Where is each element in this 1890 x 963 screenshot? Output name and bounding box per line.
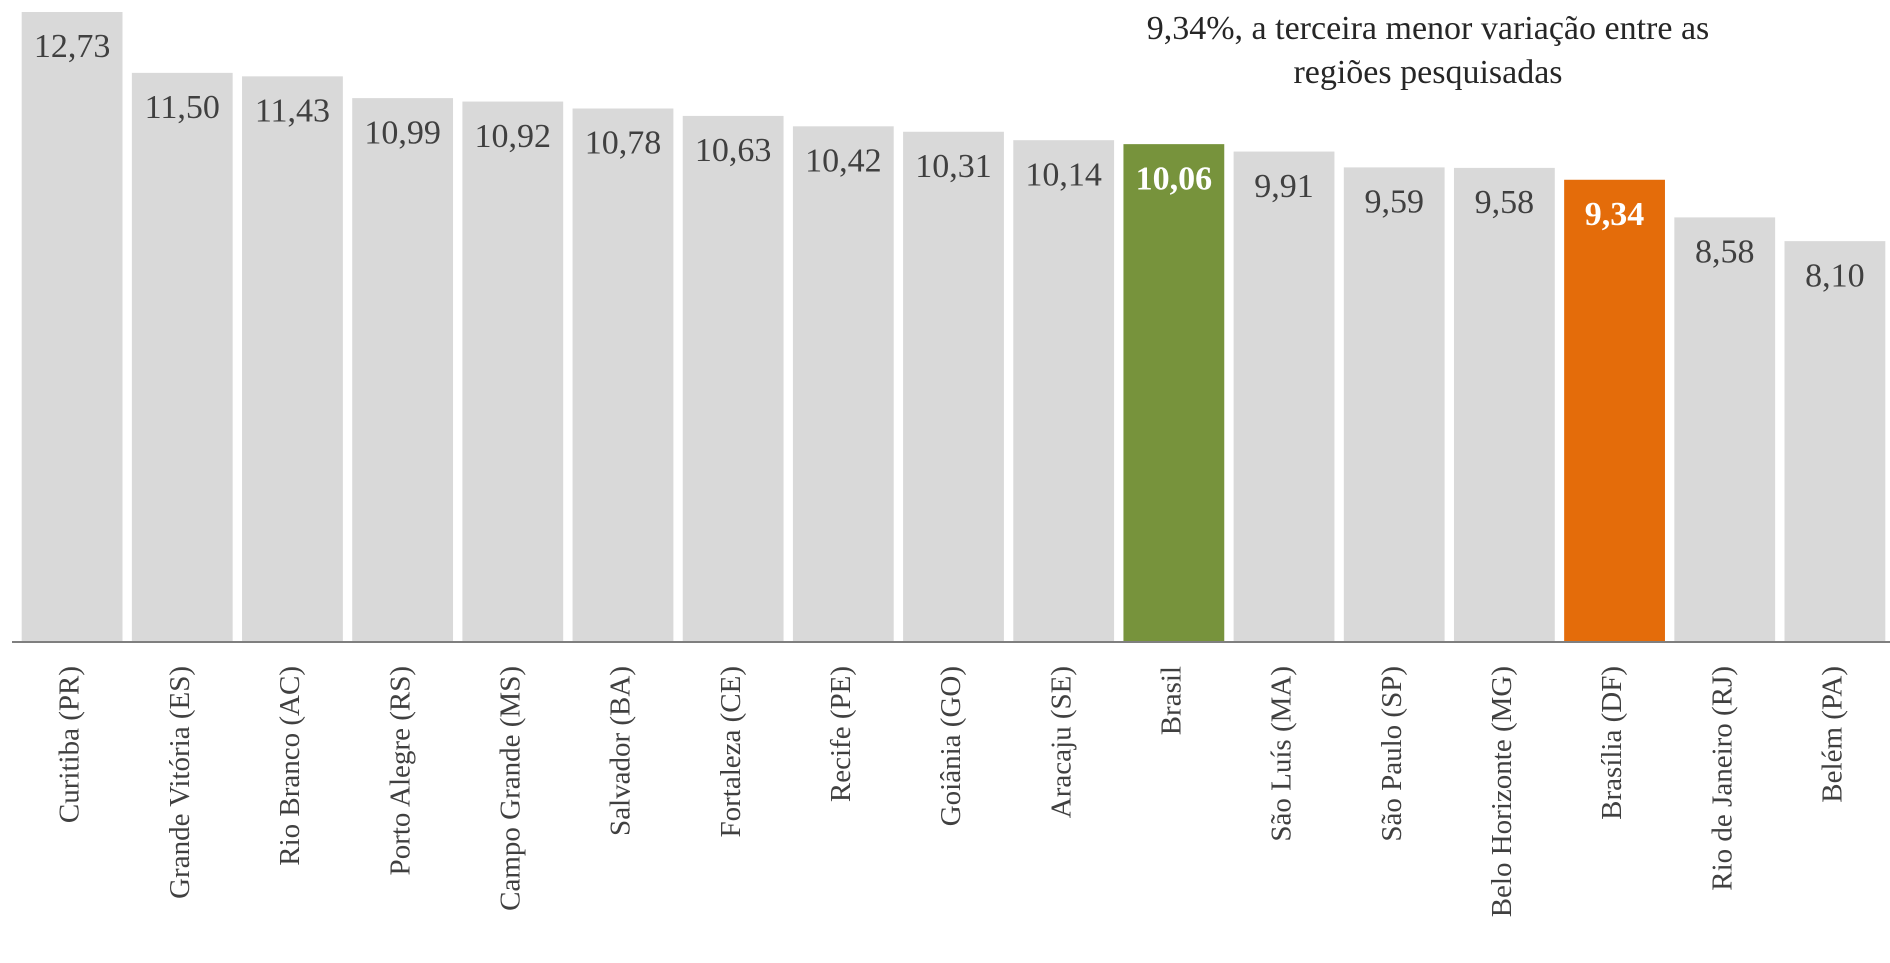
value-label: 10,14 <box>1025 156 1102 193</box>
value-label: 11,50 <box>145 89 220 126</box>
value-label: 8,10 <box>1805 257 1865 294</box>
x-tick-label: Belo Horizonte (MG) <box>1486 666 1518 917</box>
bar <box>21 12 123 642</box>
x-tick-label: São Paulo (SP) <box>1376 666 1408 842</box>
value-label: 8,58 <box>1695 234 1755 271</box>
value-label: 10,42 <box>805 143 882 180</box>
value-label: 9,58 <box>1475 184 1535 221</box>
x-tick-label: Brasília (DF) <box>1596 666 1628 820</box>
value-label: 10,99 <box>364 114 441 151</box>
value-label: 10,31 <box>915 148 992 185</box>
bar <box>352 98 454 642</box>
bar <box>1674 217 1776 643</box>
x-tick-label: Campo Grande (MS) <box>494 666 526 911</box>
bar <box>682 115 784 642</box>
bar <box>1123 144 1225 642</box>
x-tick-label: Rio de Janeiro (RJ) <box>1706 666 1738 891</box>
value-label: 9,91 <box>1254 168 1314 205</box>
value-label: 9,34 <box>1585 196 1645 233</box>
x-tick-label: Grande Vitória (ES) <box>164 666 196 899</box>
bar <box>572 108 674 642</box>
value-label: 10,06 <box>1136 160 1213 197</box>
x-tick-label: Rio Branco (AC) <box>274 666 306 866</box>
x-tick-label: Belém (PA) <box>1817 666 1849 803</box>
value-label: 10,63 <box>695 132 772 169</box>
bar <box>1453 167 1555 642</box>
x-tick-label: Aracaju (SE) <box>1045 666 1077 818</box>
bar <box>1564 179 1665 642</box>
bar <box>1013 140 1115 642</box>
x-tick-label: Porto Alegre (RS) <box>384 666 416 875</box>
x-tick-label: Curitiba (PR) <box>54 666 86 823</box>
annotation: regiões pesquisadas <box>1293 54 1562 91</box>
x-tick-label: São Luís (MA) <box>1266 666 1298 842</box>
x-tick-label: Recife (PE) <box>825 666 857 802</box>
bar <box>1343 167 1445 642</box>
value-label: 10,78 <box>585 125 662 162</box>
bar <box>242 76 343 643</box>
bar <box>792 126 894 643</box>
value-label: 12,73 <box>34 28 111 65</box>
bar <box>1784 241 1886 642</box>
annotation: 9,34%, a terceira menor variação entre a… <box>1147 10 1710 47</box>
x-tick-label: Fortaleza (CE) <box>715 666 747 838</box>
value-label: 11,43 <box>255 93 330 130</box>
x-tick-label: Goiânia (GO) <box>935 666 967 826</box>
bar <box>1233 151 1335 642</box>
bar <box>131 72 233 643</box>
x-tick-label: Brasil <box>1156 666 1188 735</box>
value-label: 10,92 <box>475 118 552 155</box>
x-tick-label: Salvador (BA) <box>605 666 637 836</box>
bar <box>903 131 1004 642</box>
bar <box>462 101 564 642</box>
value-label: 9,59 <box>1364 184 1424 221</box>
